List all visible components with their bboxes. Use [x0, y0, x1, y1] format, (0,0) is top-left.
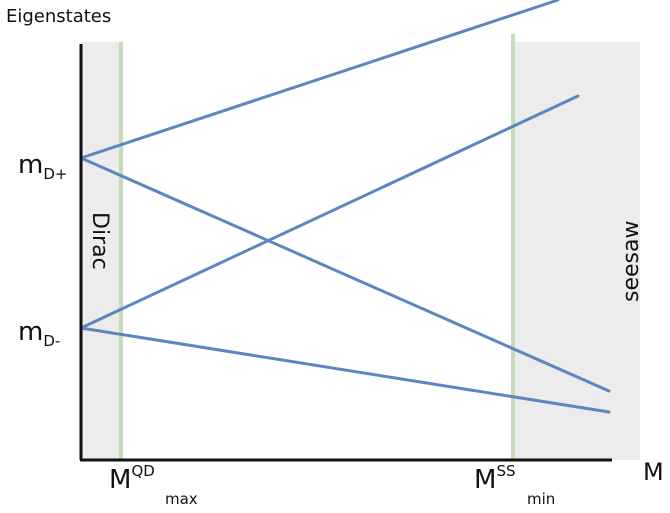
m-ss-min-label-base: M — [474, 465, 496, 495]
eigenstate-line-4 — [79, 326, 611, 414]
m-qd-max-label: MQD — [109, 462, 155, 495]
m-dplus-label: mD+ — [18, 150, 67, 183]
m-qd-max-label-sup: QD — [131, 462, 154, 480]
m-dminus-label-sub: D- — [43, 332, 60, 350]
seesaw-region — [513, 42, 640, 460]
eigenstate-line-1 — [79, 0, 560, 160]
y-axis-title: Eigenstates — [6, 6, 111, 27]
m-ss-min-label-sub: min — [527, 490, 555, 508]
m-ss-min-label-sup: SS — [496, 462, 515, 480]
m-qd-max-label-sub: max — [165, 490, 198, 508]
x-axis-title: M — [643, 458, 664, 486]
m-ss-min-label: MSS — [474, 462, 515, 495]
seesaw-region-label: seesaw — [619, 221, 644, 302]
eigenstate-line-2 — [79, 156, 611, 393]
dirac-region-label: Dirac — [87, 212, 112, 270]
m-dminus-label: mD- — [18, 317, 60, 350]
m-dplus-label-base: m — [18, 150, 43, 180]
m-dminus-label-base: m — [18, 317, 43, 347]
dirac-region — [81, 42, 122, 460]
eigenstate-line-3 — [79, 94, 580, 330]
m-qd-max-label-base: M — [109, 465, 131, 495]
m-dplus-label-sub: D+ — [43, 165, 67, 183]
